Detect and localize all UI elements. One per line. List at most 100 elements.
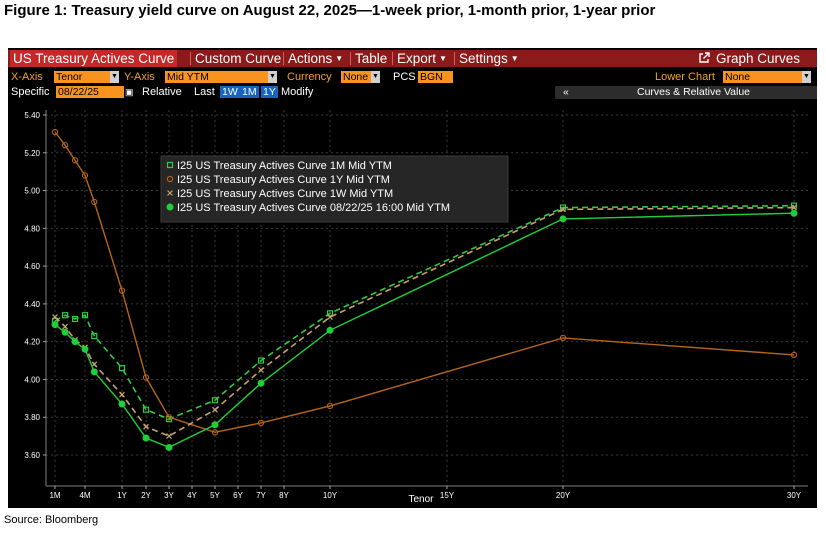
data-point-circle bbox=[118, 287, 126, 294]
data-point-circle bbox=[166, 175, 174, 183]
data-point-filled-circle bbox=[165, 443, 173, 451]
pcs-field[interactable]: BGN bbox=[418, 71, 453, 83]
x-tick-label: 5Y bbox=[210, 491, 220, 500]
lower-chart-select[interactable]: None ▼ bbox=[723, 71, 811, 83]
menu-export-label: Export bbox=[397, 51, 437, 66]
legend-entry: I25 US Treasury Actives Curve 08/22/25 1… bbox=[177, 202, 450, 214]
x-tick-label: 7Y bbox=[256, 491, 266, 500]
legend-marker bbox=[167, 190, 173, 196]
data-point-circle bbox=[790, 351, 798, 359]
data-point-filled-circle bbox=[71, 338, 79, 346]
y-tick-label: 4.20 bbox=[24, 338, 40, 347]
modify-button[interactable]: Modify bbox=[281, 86, 314, 98]
dropdown-arrow-icon: ▼ bbox=[110, 71, 119, 83]
collapse-panel-icon[interactable]: « bbox=[563, 86, 569, 98]
x-axis-value: Tenor bbox=[56, 71, 83, 83]
data-point-circle bbox=[165, 414, 173, 421]
series-2 bbox=[51, 128, 798, 436]
data-point-x bbox=[167, 190, 173, 196]
legend-box bbox=[160, 155, 509, 223]
x-marker-stroke bbox=[327, 314, 333, 321]
pcs-value: BGN bbox=[420, 71, 443, 83]
x-marker-stroke bbox=[119, 391, 125, 398]
relative-1w-button[interactable]: 1W bbox=[220, 86, 240, 98]
legend-marker bbox=[166, 203, 174, 211]
bloomberg-terminal-window: US Treasury Actives Curve Custom Curve A… bbox=[8, 48, 817, 508]
specific-date-input[interactable]: 08/22/25 bbox=[56, 86, 124, 98]
lower-chart-value: None bbox=[725, 71, 751, 83]
currency-select[interactable]: None ▼ bbox=[341, 71, 380, 83]
series-line bbox=[54, 204, 795, 420]
x-tick-label: 10Y bbox=[323, 491, 338, 500]
series-line bbox=[54, 206, 795, 437]
graph-curves-button[interactable]: Graph Curves bbox=[698, 50, 800, 67]
curves-relative-value-panel-header[interactable]: « Curves & Relative Value bbox=[555, 86, 817, 99]
x-marker-stroke bbox=[52, 314, 58, 321]
series-3 bbox=[52, 204, 797, 440]
dropdown-arrow-icon: ▼ bbox=[510, 54, 519, 63]
x-tick-label: 30Y bbox=[787, 491, 802, 500]
menu-settings-label: Settings bbox=[459, 51, 508, 66]
chart-legend: I25 US Treasury Actives Curve 1M Mid YTM… bbox=[160, 155, 509, 223]
data-point-square bbox=[81, 312, 89, 319]
external-link-icon bbox=[699, 52, 710, 63]
menu-custom-curve[interactable]: Custom Curve bbox=[195, 51, 282, 66]
data-point-filled-circle bbox=[90, 368, 98, 376]
data-point-filled-circle bbox=[790, 209, 798, 217]
data-point-filled-circle bbox=[51, 321, 59, 329]
menu-separator bbox=[454, 52, 455, 65]
data-point-circle bbox=[211, 429, 219, 436]
legend-marker bbox=[166, 175, 174, 183]
calendar-icon[interactable]: ▣ bbox=[125, 87, 134, 97]
data-point-filled-circle bbox=[81, 345, 89, 353]
data-point-x bbox=[166, 433, 172, 440]
x-tick-label: 1Y bbox=[117, 491, 127, 500]
data-point-filled-circle bbox=[61, 328, 69, 336]
data-point-circle bbox=[142, 374, 150, 381]
menu-table[interactable]: Table bbox=[355, 51, 388, 66]
x-tick-label: 15Y bbox=[440, 491, 455, 500]
y-axis-select[interactable]: Mid YTM ▼ bbox=[165, 71, 277, 83]
x-tick-label: 4Y bbox=[187, 491, 197, 500]
specific-date-value: 08/22/25 bbox=[58, 86, 99, 98]
x-marker-stroke bbox=[62, 323, 69, 330]
data-point-x bbox=[143, 423, 149, 430]
data-point-circle bbox=[91, 198, 98, 206]
dropdown-arrow-icon: ▼ bbox=[268, 71, 277, 83]
data-point-square bbox=[257, 357, 265, 364]
y-tick-label: 5.20 bbox=[24, 149, 40, 158]
x-tick-label: 2Y bbox=[141, 491, 151, 500]
yield-curve-chart: 3.60 3.80 4.00 4.20 4.40 4.60 4.80 5.00 5.20 5.40… bbox=[24, 110, 808, 505]
y-axis: 3.60 3.80 4.00 4.20 4.40 4.60 4.80 5.00 5.20 5.40 bbox=[24, 110, 47, 486]
menu-export[interactable]: Export ▼ bbox=[397, 50, 447, 67]
data-point-filled-circle bbox=[166, 203, 174, 211]
menu-us-treasury-actives-curve[interactable]: US Treasury Actives Curve bbox=[10, 50, 178, 67]
graph-curves-label: Graph Curves bbox=[716, 51, 801, 66]
legend-entry: I25 US Treasury Actives Curve 1W Mid YTM bbox=[177, 188, 393, 200]
x-axis-select[interactable]: Tenor ▼ bbox=[54, 71, 119, 83]
relative-1y-button[interactable]: 1Y bbox=[261, 86, 278, 98]
data-point-circle bbox=[559, 334, 567, 342]
menu-actions[interactable]: Actions ▼ bbox=[288, 50, 343, 67]
x-marker-stroke bbox=[258, 367, 264, 373]
date-controls-row: Specific 08/22/25 ▣ Relative Last 1W 1M … bbox=[8, 86, 817, 99]
x-axis: 1M 4M 1Y 2Y 3Y 4Y 5Y 6Y 7Y 8Y 10Y 15Y 20Y 30Y bbox=[46, 485, 808, 500]
data-point-x bbox=[52, 314, 58, 321]
menu-separator bbox=[283, 52, 284, 65]
menu-settings[interactable]: Settings ▼ bbox=[459, 50, 519, 67]
data-point-circle bbox=[71, 157, 79, 164]
data-point-filled-circle bbox=[257, 379, 265, 387]
x-marker-stroke bbox=[167, 190, 173, 196]
menu-actions-label: Actions bbox=[288, 51, 333, 66]
x-tick-label: 20Y bbox=[556, 491, 571, 500]
y-tick-label: 4.40 bbox=[24, 300, 40, 309]
data-point-filled-circle bbox=[142, 434, 150, 442]
relative-1m-button[interactable]: 1M bbox=[240, 86, 259, 98]
data-point-square bbox=[326, 310, 334, 317]
data-point-filled-circle bbox=[211, 421, 219, 429]
x-axis-title: Tenor bbox=[408, 494, 434, 505]
menu-separator bbox=[190, 52, 191, 65]
x-marker-stroke bbox=[560, 206, 566, 213]
legend-entry: I25 US Treasury Actives Curve 1Y Mid YTM bbox=[177, 174, 390, 186]
y-tick-label: 4.00 bbox=[24, 375, 40, 384]
